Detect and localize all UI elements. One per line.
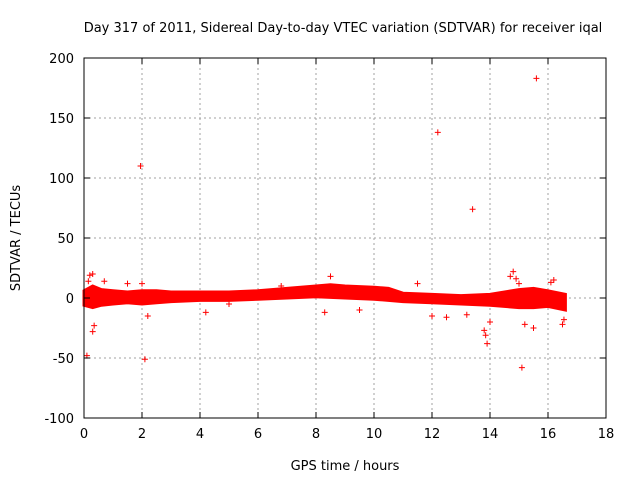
data-point	[89, 328, 96, 335]
x-tick-label: 16	[540, 427, 557, 442]
y-tick-label: -100	[44, 412, 74, 427]
y-tick-label: -50	[53, 352, 74, 367]
data-point	[356, 307, 363, 313]
data-point	[487, 319, 493, 325]
y-tick-label: 200	[49, 52, 74, 67]
x-tick-label: 8	[312, 427, 320, 442]
x-tick-label: 14	[482, 427, 499, 442]
data-point	[559, 321, 566, 328]
data-point	[510, 268, 517, 275]
data-point	[202, 309, 209, 316]
data-point	[530, 325, 537, 331]
data-point	[481, 327, 488, 334]
data-point	[429, 313, 435, 319]
chart-title: Day 317 of 2011, Sidereal Day-to-day VTE…	[84, 21, 603, 36]
data-point	[144, 313, 151, 319]
data-point	[469, 206, 476, 213]
x-tick-label: 2	[138, 427, 146, 442]
x-tick-label: 10	[366, 427, 383, 442]
data-point	[327, 273, 334, 280]
data-point	[321, 309, 328, 316]
data-point	[91, 322, 98, 329]
y-tick-label: 0	[66, 292, 74, 307]
data-point	[89, 271, 96, 277]
x-tick-label: 12	[424, 427, 441, 442]
y-tick-label: 50	[57, 232, 74, 247]
data-points-layer	[83, 75, 567, 371]
data-point	[86, 272, 93, 279]
data-point	[278, 283, 285, 289]
x-tick-label: 0	[80, 427, 88, 442]
data-point	[414, 280, 421, 287]
data-point	[463, 311, 470, 318]
data-point	[482, 332, 489, 339]
data-point	[516, 280, 522, 287]
data-point	[443, 314, 450, 321]
x-tick-label: 18	[598, 427, 615, 442]
data-point	[137, 163, 144, 169]
axis-ticks: 0 2 4 6 8 10 12 14 16 18 -100 -50 0 50 100 150 200	[44, 52, 614, 442]
grid-lines	[84, 58, 606, 418]
x-tick-label: 4	[196, 427, 204, 442]
data-point	[513, 275, 520, 282]
data-point	[434, 129, 441, 136]
y-axis-label: SDTVAR / TECUs	[9, 185, 24, 292]
data-band	[82, 283, 567, 312]
x-tick-label: 6	[254, 427, 262, 442]
x-axis-label: GPS time / hours	[291, 459, 400, 474]
data-point	[533, 75, 540, 82]
data-point	[484, 340, 491, 347]
y-tick-label: 150	[49, 112, 74, 127]
y-tick-label: 100	[49, 172, 74, 187]
data-point	[507, 273, 514, 280]
data-point	[141, 356, 148, 363]
data-point	[85, 278, 92, 285]
data-point	[560, 316, 567, 323]
data-point	[124, 280, 131, 287]
data-point	[521, 321, 528, 328]
data-band-layer	[82, 283, 567, 312]
data-point	[226, 301, 232, 307]
data-point	[139, 280, 145, 287]
data-point	[101, 278, 108, 285]
data-point	[547, 279, 554, 286]
data-point	[518, 364, 525, 371]
